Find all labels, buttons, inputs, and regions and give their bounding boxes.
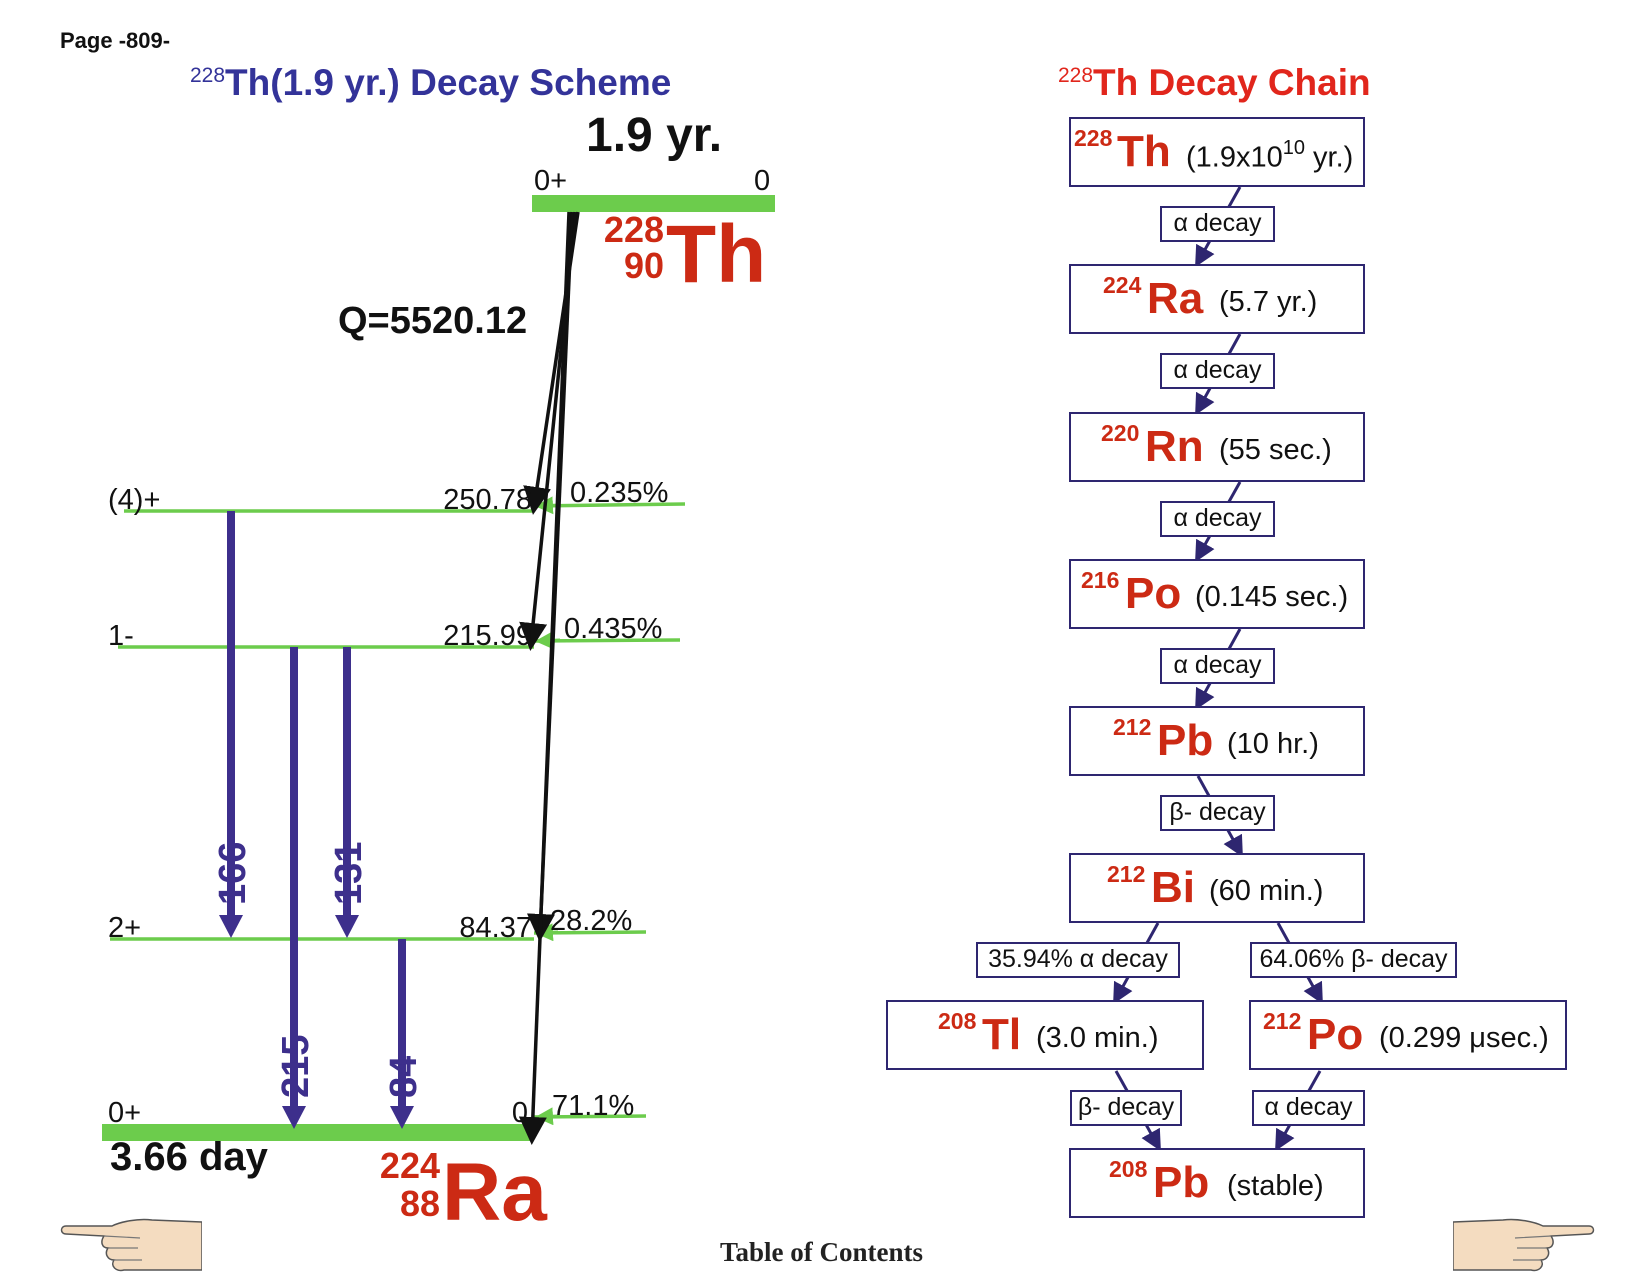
node-halflife: (stable) bbox=[1227, 1170, 1324, 1202]
decay-scheme-title: 228Th(1.9 yr.) Decay Scheme bbox=[190, 62, 671, 104]
node-symbol: Po bbox=[1125, 569, 1182, 618]
decay-label-1: α decay bbox=[1160, 206, 1275, 242]
node-halflife: (10 hr.) bbox=[1227, 728, 1319, 760]
level-energy-250: 250.78 bbox=[443, 484, 532, 516]
level-branch-250: 0.235% bbox=[570, 477, 669, 509]
node-halflife: (0.299 μsec.) bbox=[1379, 1022, 1549, 1054]
parent-symbol: Th bbox=[666, 209, 767, 300]
level-branch-84: 28.2% bbox=[550, 905, 633, 937]
gamma-131 bbox=[335, 647, 359, 938]
node-halflife: (5.7 yr.) bbox=[1219, 286, 1318, 318]
level-spin-84: 2+ bbox=[108, 912, 142, 944]
daughter-atomic-number: 88 bbox=[399, 1183, 440, 1224]
node-mass: 228 bbox=[1074, 125, 1113, 151]
node-halflife: (55 sec.) bbox=[1219, 434, 1332, 466]
parent-atomic-number: 90 bbox=[623, 245, 664, 286]
chain-node-po216: 216 Po (0.145 sec.) bbox=[1069, 559, 1365, 629]
table-of-contents-link[interactable]: Table of Contents bbox=[720, 1237, 924, 1267]
level-spin-0: 0+ bbox=[108, 1097, 142, 1129]
halflife-unit: yr.) bbox=[1304, 141, 1354, 174]
level-spin-250: (4)+ bbox=[108, 484, 161, 516]
decay-label-8: β- decay bbox=[1070, 1090, 1182, 1126]
chain-node-rn220: 220 Rn (55 sec.) bbox=[1069, 412, 1365, 482]
decay-label-6: 35.94% α decay bbox=[976, 942, 1180, 978]
node-symbol: Rn bbox=[1145, 422, 1204, 471]
page-label: Page -809- bbox=[60, 28, 171, 53]
node-symbol: Pb bbox=[1153, 1158, 1210, 1207]
title-text: Th(1.9 yr.) Decay Scheme bbox=[225, 62, 672, 103]
q-value: Q=5520.12 bbox=[338, 300, 528, 342]
daughter-mass-number: 224 bbox=[379, 1145, 440, 1186]
node-halflife: (0.145 sec.) bbox=[1195, 581, 1349, 613]
chain-node-po212: 212 Po (0.299 μsec.) bbox=[1249, 1000, 1567, 1070]
decay-label-4: α decay bbox=[1160, 648, 1275, 684]
title-mass-number: 228 bbox=[190, 64, 226, 87]
parent-level-bar bbox=[532, 195, 775, 212]
decay-label-9: α decay bbox=[1252, 1090, 1365, 1126]
node-halflife: (3.0 min.) bbox=[1036, 1022, 1159, 1054]
node-mass: 208 bbox=[1109, 1156, 1148, 1182]
node-symbol: Ra bbox=[1147, 274, 1204, 323]
node-mass: 224 bbox=[1103, 272, 1142, 298]
level-spin-215: 1- bbox=[108, 620, 134, 652]
decay-label-2: α decay bbox=[1160, 353, 1275, 389]
chain-node-tl208: 208 Tl (3.0 min.) bbox=[886, 1000, 1204, 1070]
chain-node-th228: 228 Th (1.9x1010 yr.) bbox=[1069, 117, 1365, 187]
halflife-exponent: 10 bbox=[1282, 137, 1305, 159]
chain-node-pb208: 208 Pb (stable) bbox=[1069, 1148, 1365, 1218]
decay-label-3: α decay bbox=[1160, 501, 1275, 537]
node-mass: 212 bbox=[1113, 714, 1152, 740]
parent-energy: 0 bbox=[754, 165, 771, 197]
decay-label-5: β- decay bbox=[1160, 795, 1275, 831]
node-mass: 212 bbox=[1107, 861, 1146, 887]
node-symbol: Bi bbox=[1151, 863, 1195, 912]
daughter-half-life: 3.66 day bbox=[110, 1135, 268, 1179]
gamma-84 bbox=[390, 939, 414, 1129]
level-energy-0: 0 bbox=[511, 1097, 528, 1129]
parent-half-life: 1.9 yr. bbox=[586, 109, 723, 162]
gamma-166 bbox=[219, 511, 243, 938]
halflife-base: (1.9x10 bbox=[1186, 141, 1283, 174]
node-symbol: Tl bbox=[982, 1010, 1022, 1059]
parent-mass-number: 228 bbox=[603, 209, 664, 250]
title-mass-number: 228 bbox=[1058, 64, 1094, 87]
level-energy-215: 215.99 bbox=[443, 620, 532, 652]
daughter-symbol: Ra bbox=[442, 1147, 547, 1238]
decay-chain-title: 228Th Decay Chain bbox=[1058, 62, 1371, 104]
node-symbol: Th bbox=[1117, 127, 1171, 176]
chain-node-bi212: 212 Bi (60 min.) bbox=[1069, 853, 1365, 923]
gamma-215 bbox=[282, 647, 306, 1129]
level-branch-0: 71.1% bbox=[552, 1090, 635, 1122]
node-mass: 216 bbox=[1081, 567, 1120, 593]
node-mass: 212 bbox=[1263, 1008, 1302, 1034]
pointing-hand-right-icon[interactable] bbox=[1453, 1218, 1595, 1274]
ground-level-bar bbox=[102, 1124, 534, 1141]
decay-label-7: 64.06% β- decay bbox=[1250, 942, 1457, 978]
node-mass: 208 bbox=[938, 1008, 977, 1034]
level-energy-84: 84.37 bbox=[459, 912, 532, 944]
pointing-hand-left-icon[interactable] bbox=[60, 1218, 202, 1274]
alpha-line-0 bbox=[518, 211, 571, 1145]
node-symbol: Pb bbox=[1157, 716, 1214, 765]
chain-node-pb212: 212 Pb (10 hr.) bbox=[1069, 706, 1365, 776]
node-mass: 220 bbox=[1101, 420, 1140, 446]
node-halflife: (1.9x1010 yr.) bbox=[1186, 137, 1354, 175]
parent-spin: 0+ bbox=[534, 165, 568, 197]
node-halflife: (60 min.) bbox=[1209, 875, 1324, 907]
chain-node-ra224: 224 Ra (5.7 yr.) bbox=[1069, 264, 1365, 334]
title-text: Th Decay Chain bbox=[1093, 62, 1371, 103]
node-symbol: Po bbox=[1307, 1010, 1364, 1059]
level-branch-215: 0.435% bbox=[564, 613, 663, 645]
